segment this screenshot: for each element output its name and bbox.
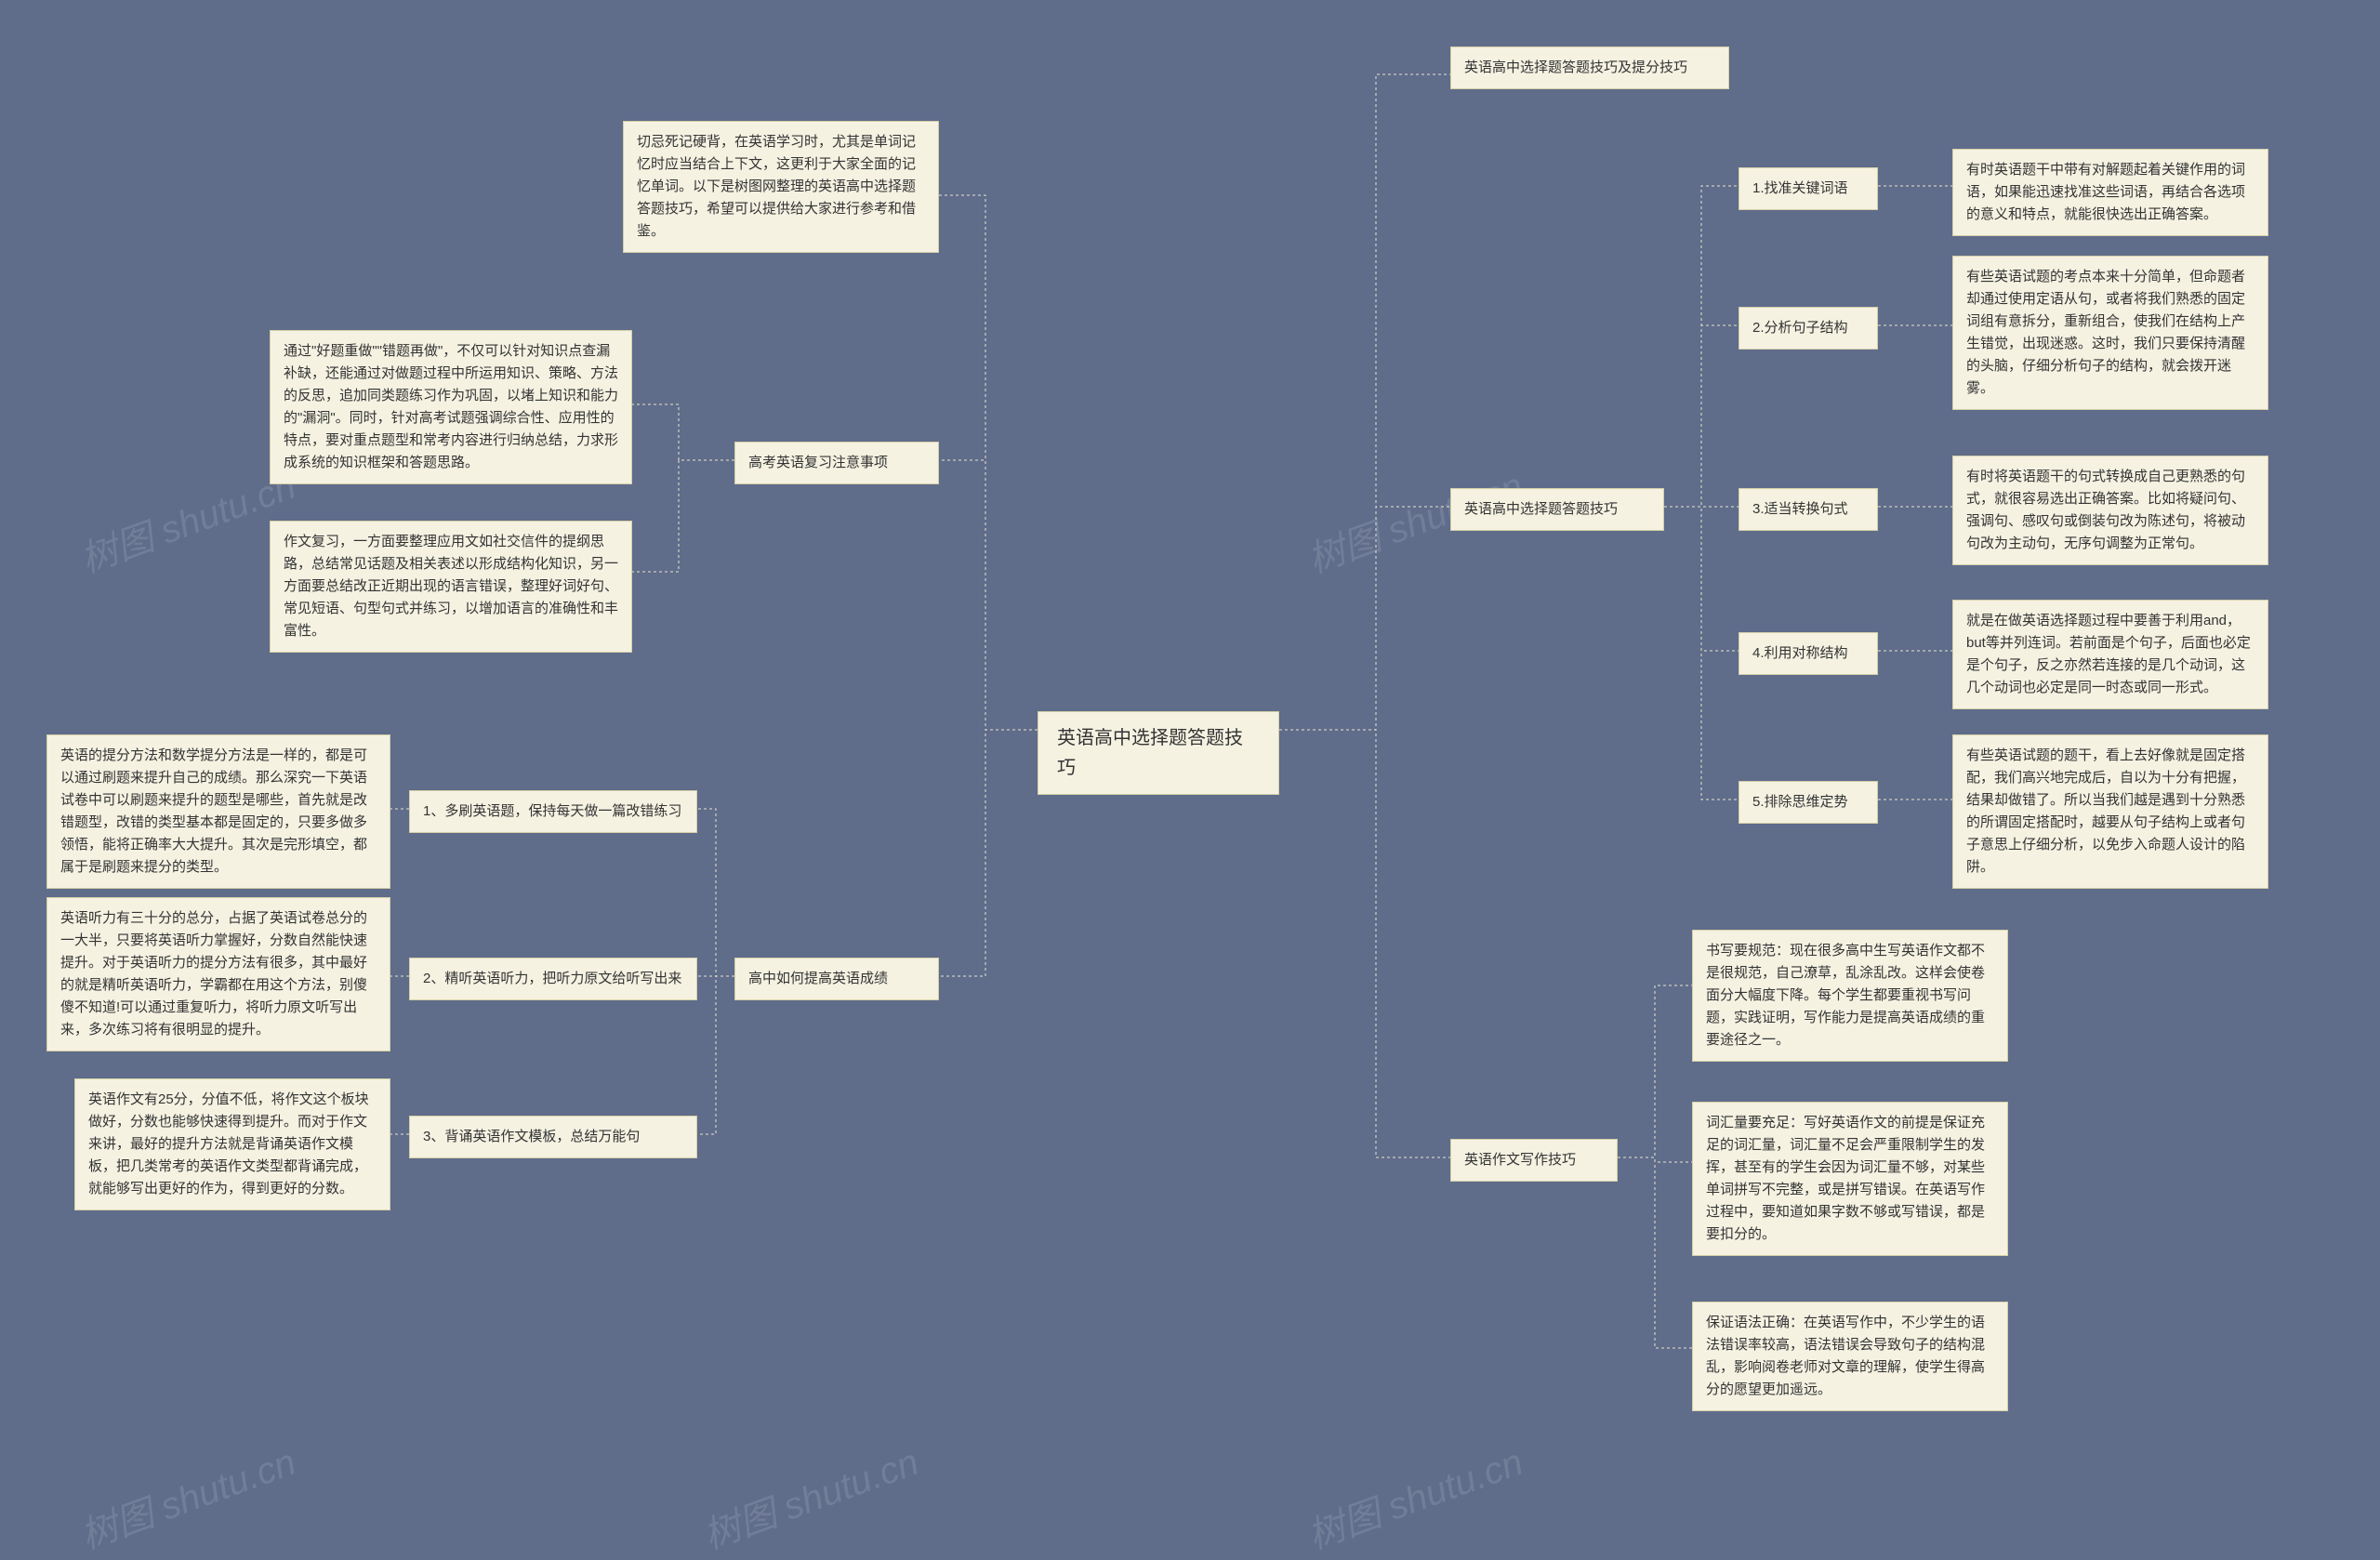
writing-tips-node[interactable]: 英语作文写作技巧 (1450, 1139, 1618, 1182)
watermark: 树图 shutu.cn (72, 1432, 302, 1559)
review-notes-node[interactable]: 高考英语复习注意事项 (734, 442, 939, 484)
mc-tip-2-sub[interactable]: 有些英语试题的考点本来十分简单，但命题者却通过使用定语从句，或者将我们熟悉的固定… (1952, 256, 2268, 410)
watermark: 树图 shutu.cn (72, 456, 302, 583)
mc-tip-3-sub[interactable]: 有时将英语题干的句式转换成自己更熟悉的句式，就很容易选出正确答案。比如将疑问句、… (1952, 456, 2268, 565)
mc-tip-2[interactable]: 2.分析句子结构 (1739, 307, 1878, 350)
intro-node[interactable]: 切忌死记硬背，在英语学习时，尤其是单词记忆时应当结合上下文，这更利于大家全面的记… (623, 121, 939, 253)
mc-tip-3[interactable]: 3.适当转换句式 (1739, 488, 1878, 531)
watermark: 树图 shutu.cn (694, 1432, 925, 1559)
tips-title-node[interactable]: 英语高中选择题答题技巧及提分技巧 (1450, 46, 1729, 89)
improve-child-0-sub[interactable]: 英语的提分方法和数学提分方法是一样的，都是可以通过刷题来提升自己的成绩。那么深究… (46, 734, 390, 889)
writing-tip-2[interactable]: 保证语法正确：在英语写作中，不少学生的语法错误率较高，语法错误会导致句子的结构混… (1692, 1302, 2008, 1411)
writing-tip-1[interactable]: 词汇量要充足：写好英语作文的前提是保证充足的词汇量，词汇量不足会严重限制学生的发… (1692, 1102, 2008, 1256)
mc-tip-4-sub[interactable]: 就是在做英语选择题过程中要善于利用and，but等并列连词。若前面是个句子，后面… (1952, 600, 2268, 709)
improve-child-1-sub[interactable]: 英语听力有三十分的总分，占据了英语试卷总分的一大半，只要将英语听力掌握好，分数自… (46, 897, 390, 1051)
writing-tip-0[interactable]: 书写要规范：现在很多高中生写英语作文都不是很规范，自己潦草，乱涂乱改。这样会使卷… (1692, 930, 2008, 1062)
mc-tips-node[interactable]: 英语高中选择题答题技巧 (1450, 488, 1664, 531)
review-child-1[interactable]: 作文复习，一方面要整理应用文如社交信件的提纲思路，总结常见话题及相关表述以形成结… (270, 521, 632, 653)
mc-tip-1[interactable]: 1.找准关键词语 (1739, 167, 1878, 210)
improve-child-2-sub[interactable]: 英语作文有25分，分值不低，将作文这个板块做好，分数也能够快速得到提升。而对于作… (74, 1078, 390, 1210)
improve-child-2[interactable]: 3、背诵英语作文模板，总结万能句 (409, 1116, 697, 1158)
improve-child-1[interactable]: 2、精听英语听力，把听力原文给听写出来 (409, 958, 697, 1000)
mc-tip-5[interactable]: 5.排除思维定势 (1739, 781, 1878, 824)
mc-tip-5-sub[interactable]: 有些英语试题的题干，看上去好像就是固定搭配，我们高兴地完成后，自以为十分有把握，… (1952, 734, 2268, 889)
mc-tip-4[interactable]: 4.利用对称结构 (1739, 632, 1878, 675)
watermark: 树图 shutu.cn (1299, 1432, 1529, 1559)
mc-tip-1-sub[interactable]: 有时英语题干中带有对解题起着关键作用的词语，如果能迅速找准这些词语，再结合各选项… (1952, 149, 2268, 236)
improve-score-node[interactable]: 高中如何提高英语成绩 (734, 958, 939, 1000)
improve-child-0[interactable]: 1、多刷英语题，保持每天做一篇改错练习 (409, 790, 697, 833)
center-node[interactable]: 英语高中选择题答题技巧 (1038, 711, 1279, 795)
review-child-0[interactable]: 通过"好题重做""错题再做"，不仅可以针对知识点查漏补缺，还能通过对做题过程中所… (270, 330, 632, 484)
